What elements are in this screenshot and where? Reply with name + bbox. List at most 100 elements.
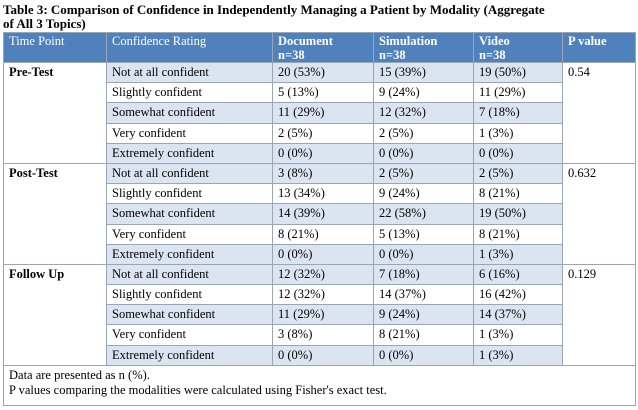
document-cell: 3 (8%) xyxy=(272,162,374,185)
simulation-cell: 0 (0%) xyxy=(373,344,474,366)
simulation-cell: 22 (58%) xyxy=(373,203,474,225)
table-caption: Table 3: Comparison of Confidence in Ind… xyxy=(3,0,635,32)
video-cell: 16 (42%) xyxy=(473,284,563,306)
header-document-label: Document xyxy=(278,34,333,48)
table-row: Slightly confident 5 (13%) 9 (24%) 11 (29%) xyxy=(4,82,636,104)
document-cell: 11 (29%) xyxy=(272,304,374,326)
video-cell: 8 (21%) xyxy=(473,183,563,205)
video-cell: 1 (3%) xyxy=(473,122,563,144)
video-cell: 8 (21%) xyxy=(473,223,563,245)
simulation-cell: 0 (0%) xyxy=(373,142,474,164)
table-container: Table 3: Comparison of Confidence in Ind… xyxy=(3,0,636,406)
p-value-cell: 0.129 xyxy=(562,263,636,366)
header-document-n: n=38 xyxy=(278,48,305,62)
table-row: Follow Up Not at all confident 12 (32%) 7 (… xyxy=(3,263,636,366)
document-cell: 14 (39%) xyxy=(272,203,374,225)
simulation-cell: 9 (24%) xyxy=(373,183,474,205)
video-cell: 1 (3%) xyxy=(473,344,563,366)
confidence-rating-cell: Not at all confident xyxy=(106,162,273,185)
document-cell: 11 (29%) xyxy=(272,102,374,124)
header-p-value: P value xyxy=(562,32,636,63)
table-row: Extremely confident 0 (0%) 0 (0%) 0 (0%) xyxy=(4,142,636,164)
confidence-rating-cell: Slightly confident xyxy=(106,82,273,104)
time-point-cell: Follow Up xyxy=(3,263,107,366)
document-cell: 8 (21%) xyxy=(272,223,374,245)
document-cell: 13 (34%) xyxy=(272,183,374,205)
time-point-cell: Post-Test xyxy=(3,162,107,265)
document-cell: 12 (32%) xyxy=(272,284,374,306)
table-footer: Data are presented as n (%). P values co… xyxy=(3,364,636,406)
header-row: Time Point Confidence Rating Document n=… xyxy=(3,32,636,63)
footnote-p-values: P values comparing the modalities were c… xyxy=(9,382,387,397)
document-cell: 0 (0%) xyxy=(272,344,374,366)
footer-notes: Data are presented as n (%). P values co… xyxy=(3,364,636,406)
header-simulation: Simulation n=38 xyxy=(373,32,474,63)
table-row: Post-Test Not at all confident 3 (8%) 2 (5%… xyxy=(3,162,636,265)
time-point-cell: Pre-Test xyxy=(3,62,107,164)
confidence-rating-cell: Somewhat confident xyxy=(106,102,273,124)
table-row: Somewhat confident 11 (29%) 9 (24%) 14 (37%… xyxy=(4,304,636,326)
confidence-rating-cell: Somewhat confident xyxy=(106,203,273,225)
simulation-cell: 5 (13%) xyxy=(373,223,474,245)
video-cell: 1 (3%) xyxy=(473,324,563,346)
caption-line-1: Table 3: Comparison of Confidence in Ind… xyxy=(3,2,545,17)
simulation-cell: 9 (24%) xyxy=(373,82,474,104)
footnote-data-format: Data are presented as n (%). xyxy=(9,367,150,382)
simulation-cell: 8 (21%) xyxy=(373,324,474,346)
confidence-rating-cell: Not at all confident xyxy=(106,263,273,286)
confidence-rating-cell: Extremely confident xyxy=(106,344,273,366)
header-time-point: Time Point xyxy=(3,32,107,63)
table-header: Time Point Confidence Rating Document n=… xyxy=(3,32,636,63)
simulation-cell: 12 (32%) xyxy=(373,102,474,124)
simulation-cell: 14 (37%) xyxy=(373,284,474,306)
header-simulation-label: Simulation xyxy=(379,34,438,48)
video-cell: 11 (29%) xyxy=(473,82,563,104)
document-cell: 5 (13%) xyxy=(272,82,374,104)
simulation-cell: 2 (5%) xyxy=(373,122,474,144)
confidence-rating-cell: Slightly confident xyxy=(106,183,273,205)
header-video-n: n=38 xyxy=(479,48,506,62)
table-row: Pre-Test Not at all confident 20 (53%) 15 (… xyxy=(3,61,636,164)
confidence-rating-cell: Somewhat confident xyxy=(106,304,273,326)
header-video: Video n=38 xyxy=(473,32,563,63)
confidence-rating-cell: Very confident xyxy=(106,122,273,144)
confidence-rating-cell: Extremely confident xyxy=(106,243,273,265)
video-cell: 1 (3%) xyxy=(473,243,563,265)
document-cell: 20 (53%) xyxy=(272,61,374,84)
table-row: Extremely confident 0 (0%) 0 (0%) 1 (3%) xyxy=(4,344,636,366)
confidence-rating-cell: Slightly confident xyxy=(106,284,273,306)
table-row: Somewhat confident 11 (29%) 12 (32%) 7 (18%… xyxy=(4,102,636,124)
document-cell: 0 (0%) xyxy=(272,142,374,164)
video-cell: 7 (18%) xyxy=(473,102,563,124)
simulation-cell: 15 (39%) xyxy=(373,61,474,84)
footer-row: Data are presented as n (%). P values co… xyxy=(3,364,636,406)
video-cell: 14 (37%) xyxy=(473,304,563,326)
document-cell: 2 (5%) xyxy=(272,122,374,144)
header-document: Document n=38 xyxy=(272,32,374,63)
p-value-cell: 0.54 xyxy=(562,62,636,164)
table-row: Extremely confident 0 (0%) 0 (0%) 1 (3%) xyxy=(4,243,636,265)
video-cell: 19 (50%) xyxy=(473,61,563,84)
table-row: Very confident 8 (21%) 5 (13%) 8 (21%) xyxy=(4,223,636,245)
simulation-cell: 2 (5%) xyxy=(373,162,474,185)
table-row: Slightly confident 13 (34%) 9 (24%) 8 (21%) xyxy=(4,183,636,205)
confidence-rating-cell: Not at all confident xyxy=(106,61,273,84)
document-cell: 0 (0%) xyxy=(272,243,374,265)
header-confidence-rating: Confidence Rating xyxy=(106,32,273,63)
caption-line-2: of All 3 Topics) xyxy=(3,16,86,31)
comparison-table: Time Point Confidence Rating Document n=… xyxy=(3,32,636,406)
confidence-rating-cell: Very confident xyxy=(106,223,273,245)
table-row: Somewhat confident 14 (39%) 22 (58%) 19 (50… xyxy=(4,203,636,225)
document-cell: 3 (8%) xyxy=(272,324,374,346)
video-cell: 0 (0%) xyxy=(473,142,563,164)
confidence-rating-cell: Very confident xyxy=(106,324,273,346)
video-cell: 2 (5%) xyxy=(473,162,563,185)
video-cell: 19 (50%) xyxy=(473,203,563,225)
header-simulation-n: n=38 xyxy=(379,48,406,62)
simulation-cell: 9 (24%) xyxy=(373,304,474,326)
table-row: Very confident 2 (5%) 2 (5%) 1 (3%) xyxy=(4,122,636,144)
video-cell: 6 (16%) xyxy=(473,263,563,286)
document-cell: 12 (32%) xyxy=(272,263,374,286)
table-row: Very confident 3 (8%) 8 (21%) 1 (3%) xyxy=(4,324,636,346)
table-row: Slightly confident 12 (32%) 14 (37%) 16 (42… xyxy=(4,284,636,306)
